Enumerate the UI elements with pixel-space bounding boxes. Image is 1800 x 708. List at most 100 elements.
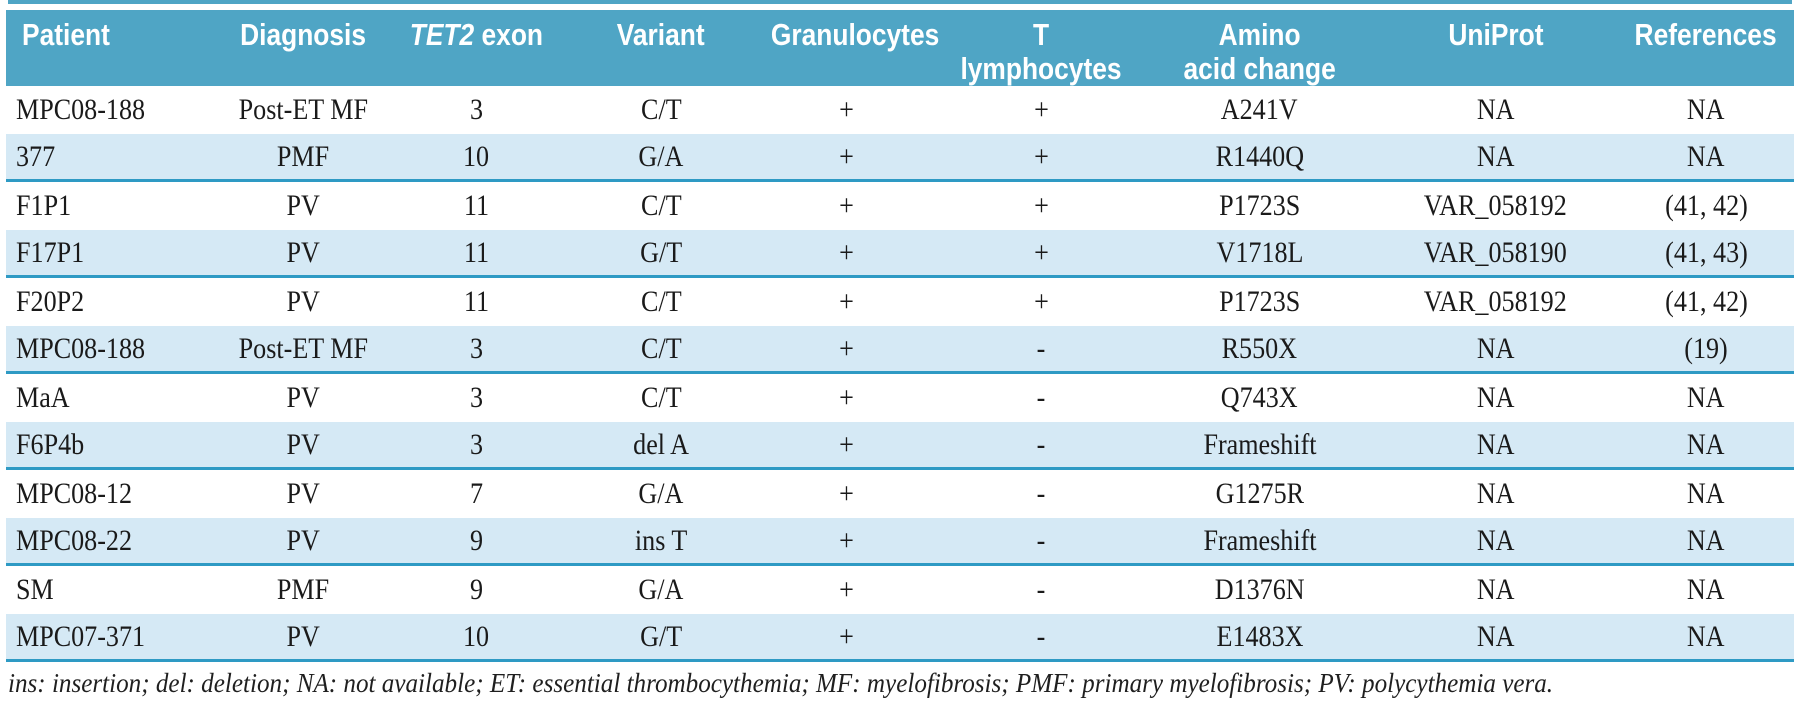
cell-t-lymphocytes: - [936, 326, 1146, 374]
cell-amino-acid-change: P1723S [1146, 182, 1373, 230]
cell-uniprot: NA [1373, 134, 1618, 182]
column-header-label: Diagnosis [240, 17, 367, 52]
cell-amino-acid-change: R1440Q [1146, 134, 1373, 182]
column-header-label: Variant [617, 17, 705, 52]
cell-value: SM [16, 573, 54, 606]
cell-patient: 377 [6, 134, 221, 182]
cell-t-lymphocytes: - [936, 422, 1146, 470]
cell-uniprot: VAR_058192 [1373, 182, 1618, 230]
cell-value: + [838, 331, 854, 365]
cell-value: - [1036, 331, 1046, 365]
cell-value: NA [1476, 573, 1515, 606]
cell-value: (41, 42) [1664, 189, 1748, 222]
cell-value: 377 [16, 139, 56, 173]
column-header-label: T lymphocytes [960, 17, 1122, 86]
cell-t-lymphocytes: + [936, 278, 1146, 326]
cell-diagnosis: PV [221, 182, 386, 230]
cell-diagnosis: PV [221, 374, 386, 422]
cell-value: F6P4b [16, 427, 85, 461]
cell-patient: MPC08-12 [6, 470, 221, 518]
table-row: MPC07-371 PV 10 G/T + - E1483X NA NA [6, 614, 1794, 662]
cell-value: + [838, 477, 854, 510]
cell-uniprot: NA [1373, 566, 1618, 614]
cell-t-lymphocytes: - [936, 518, 1146, 566]
cell-value: - [1036, 427, 1046, 461]
cell-granulocytes: + [756, 278, 936, 326]
cell-value: + [838, 139, 854, 173]
cell-value: (41, 42) [1664, 285, 1748, 318]
cell-t-lymphocytes: + [936, 86, 1146, 134]
table-row: F1P1 PV 11 C/T + + P1723S VAR_058192 (41, 42) [6, 182, 1794, 230]
cell-value: Frameshift [1202, 427, 1317, 461]
cell-variant: C/T [566, 374, 756, 422]
column-header-label: UniProt [1447, 17, 1544, 52]
cell-value: + [838, 285, 854, 318]
cell-value: PV [286, 427, 321, 461]
cell-patient: SM [6, 566, 221, 614]
cell-value: + [838, 427, 854, 461]
cell-value: P1723S [1218, 285, 1301, 318]
cell-value: F20P2 [16, 285, 85, 318]
cell-references: (41, 42) [1618, 278, 1794, 326]
header-row: Patient Diagnosis TET2 exon Variant Granuloc… [6, 10, 1794, 86]
cell-references: (19) [1618, 326, 1794, 374]
cell-value: PV [286, 523, 321, 557]
cell-diagnosis: PV [221, 614, 386, 662]
cell-granulocytes: + [756, 470, 936, 518]
cell-uniprot: VAR_058190 [1373, 230, 1618, 278]
cell-value: 3 [469, 427, 483, 461]
cell-references: NA [1618, 134, 1794, 182]
table-row: F20P2 PV 11 C/T + + P1723S VAR_058192 (41, 42) [6, 278, 1794, 326]
cell-value: + [838, 619, 854, 653]
cell-amino-acid-change: Frameshift [1146, 518, 1373, 566]
cell-patient: F17P1 [6, 230, 221, 278]
cell-value: G/A [638, 139, 684, 173]
cell-value: MPC08-22 [16, 523, 133, 557]
cell-value: MPC07-371 [16, 619, 146, 653]
cell-value: F1P1 [16, 189, 72, 222]
cell-variant: G/T [566, 230, 756, 278]
mutation-table: Patient Diagnosis TET2 exon Variant Granuloc… [6, 10, 1794, 662]
column-header-label: TET2 exon [409, 17, 543, 52]
cell-value: + [838, 189, 854, 222]
cell-value: PV [286, 285, 321, 318]
cell-references: (41, 42) [1618, 182, 1794, 230]
column-header-label: Granulocytes [770, 17, 940, 52]
cell-uniprot: NA [1373, 326, 1618, 374]
cell-value: D1376N [1214, 573, 1305, 606]
cell-value: PMF [277, 139, 330, 173]
cell-value: G/A [638, 477, 684, 510]
cell-tet2-exon: 3 [386, 374, 566, 422]
cell-amino-acid-change: R550X [1146, 326, 1373, 374]
column-header-label: Patient [22, 17, 110, 52]
cell-value: VAR_058192 [1423, 189, 1568, 222]
cell-value: 3 [469, 331, 483, 365]
cell-value: - [1036, 619, 1046, 653]
cell-uniprot: NA [1373, 86, 1618, 134]
table-row: F17P1 PV 11 G/T + + V1718L VAR_058190 (41, 43) [6, 230, 1794, 278]
cell-value: NA [1476, 381, 1515, 414]
cell-diagnosis: PV [221, 278, 386, 326]
cell-value: NA [1476, 619, 1515, 653]
cell-value: NA [1687, 619, 1725, 653]
cell-granulocytes: + [756, 566, 936, 614]
cell-value: NA [1476, 331, 1515, 365]
cell-diagnosis: Post-ET MF [221, 86, 386, 134]
cell-variant: G/A [566, 566, 756, 614]
cell-value: NA [1476, 477, 1515, 510]
cell-tet2-exon: 3 [386, 326, 566, 374]
cell-value: Post-ET MF [238, 93, 369, 126]
table-body: MPC08-188 Post-ET MF 3 C/T + + A241V NA NA 377 PMF… [6, 86, 1794, 662]
cell-value: + [838, 573, 854, 606]
cell-value: NA [1687, 93, 1725, 126]
cell-value: + [1033, 139, 1049, 173]
cell-value: + [1033, 285, 1049, 318]
cell-tet2-exon: 3 [386, 86, 566, 134]
cell-value: - [1036, 477, 1046, 510]
cell-value: + [838, 523, 854, 557]
cell-patient: MaA [6, 374, 221, 422]
cell-value: NA [1476, 523, 1515, 557]
column-header-label: References [1634, 17, 1778, 52]
cell-variant: G/T [566, 614, 756, 662]
